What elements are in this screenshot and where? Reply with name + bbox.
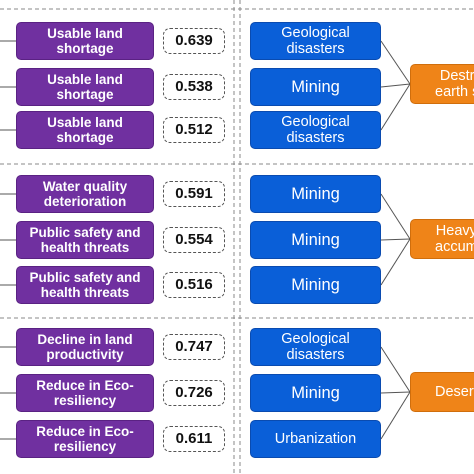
weight-value: 0.538 [163, 74, 225, 100]
impact-box: Reduce in Eco-resiliency [16, 374, 154, 412]
impact-box: Usable land shortage [16, 111, 154, 149]
impact-box-label: Usable land shortage [47, 25, 123, 56]
weight-value-label: 0.639 [175, 31, 213, 49]
weight-value-label: 0.747 [175, 337, 213, 355]
hazard-box: Heavy accum [410, 219, 474, 259]
source-box-label: Mining [291, 77, 340, 96]
weight-value-label: 0.611 [175, 429, 213, 447]
weight-value-label: 0.554 [175, 230, 213, 248]
source-box-label: Mining [291, 230, 340, 249]
source-box-label: Mining [291, 383, 340, 402]
source-box: Geological disasters [250, 22, 381, 60]
source-box-label: Mining [291, 275, 340, 294]
impact-box: Water quality deterioration [16, 175, 154, 213]
source-link-2-1 [380, 391, 411, 394]
source-link-1-0 [380, 193, 411, 240]
impact-box: Decline in land productivity [16, 328, 154, 366]
source-link-0-2 [380, 83, 411, 131]
weight-value-label: 0.726 [175, 383, 213, 401]
source-box: Urbanization [250, 420, 381, 458]
source-link-2-2 [380, 391, 411, 440]
impact-box: Public safety and health threats [16, 266, 154, 304]
source-box: Geological disasters [250, 328, 381, 366]
impact-box-label: Water quality deterioration [42, 178, 128, 209]
hazard-box: Deserti [410, 372, 474, 412]
source-box-label: Urbanization [274, 430, 357, 447]
impact-box: Public safety and health threats [16, 221, 154, 259]
impact-box: Reduce in Eco-resiliency [16, 420, 154, 458]
weight-value: 0.747 [163, 334, 225, 360]
weight-value-label: 0.516 [175, 275, 213, 293]
source-box-label: Geological disasters [281, 113, 350, 146]
impact-box-label: Public safety and health threats [29, 224, 141, 255]
hazard-box-label: Deserti [435, 383, 474, 400]
weight-value-label: 0.538 [175, 77, 213, 95]
impact-box-label: Reduce in Eco-resiliency [36, 423, 134, 454]
weight-value: 0.512 [163, 117, 225, 143]
source-box-label: Geological disasters [281, 330, 350, 363]
source-link-1-2 [380, 238, 411, 286]
impact-box-label: Decline in land productivity [37, 331, 133, 362]
weight-value: 0.554 [163, 227, 225, 253]
impact-box-label: Usable land shortage [47, 71, 123, 102]
impact-box: Usable land shortage [16, 22, 154, 60]
weight-value: 0.726 [163, 380, 225, 406]
source-box-label: Geological disasters [281, 24, 350, 57]
connector-lines [0, 40, 411, 440]
weight-value: 0.611 [163, 426, 225, 452]
source-box: Mining [250, 175, 381, 213]
source-box: Mining [250, 374, 381, 412]
impact-box: Usable land shortage [16, 68, 154, 106]
source-box: Mining [250, 68, 381, 106]
source-link-0-1 [380, 83, 411, 88]
impact-box-label: Usable land shortage [47, 114, 123, 145]
hazard-box-label: Heavy accum [435, 222, 474, 255]
source-link-0-0 [380, 40, 411, 85]
impact-box-label: Public safety and health threats [29, 269, 141, 300]
source-box: Mining [250, 266, 381, 304]
source-box: Geological disasters [250, 111, 381, 149]
weight-value: 0.591 [163, 181, 225, 207]
weight-value-label: 0.591 [175, 184, 213, 202]
source-link-2-0 [380, 346, 411, 393]
source-box: Mining [250, 221, 381, 259]
impact-box-label: Reduce in Eco-resiliency [36, 377, 134, 408]
source-box-label: Mining [291, 184, 340, 203]
weight-value: 0.516 [163, 272, 225, 298]
weight-value-label: 0.512 [175, 120, 213, 138]
weight-value: 0.639 [163, 28, 225, 54]
source-link-1-1 [380, 238, 411, 241]
